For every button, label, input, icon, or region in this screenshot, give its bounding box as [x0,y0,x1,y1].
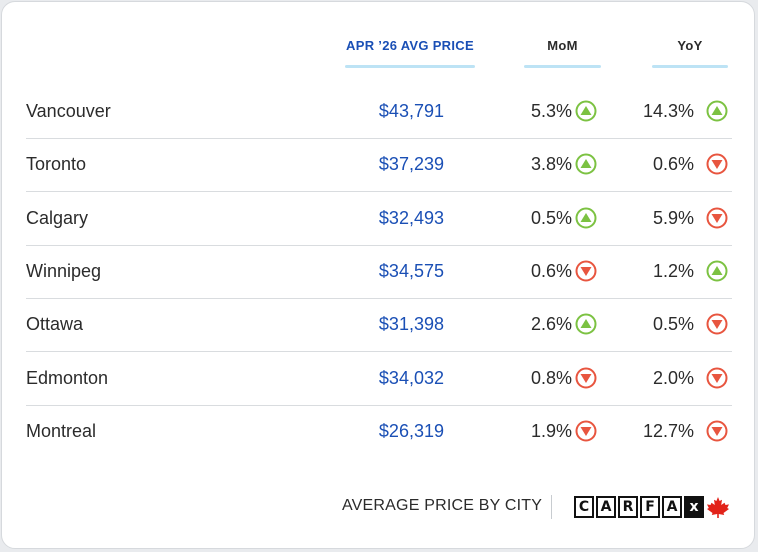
mom-value: 2.6% [530,314,572,335]
mom-trend [575,420,597,442]
trend-up-icon [575,100,597,122]
header-yoy: YoY [652,38,728,68]
trend-up-icon [706,260,728,282]
city-name: Vancouver [26,101,111,121]
yoy-trend [706,207,728,229]
mom-trend [575,153,597,175]
table-row: Winnipeg $34,575 0.6% 1.2% [26,246,732,299]
row-divider [26,351,732,353]
row-divider [26,191,732,193]
yoy-value: 14.3% [642,101,694,121]
city-name: Ottawa [26,314,84,335]
header-underline [652,65,728,68]
mom-trend [575,207,597,229]
trend-down-icon [706,420,728,442]
footer-divider [551,495,552,519]
trend-down-icon [706,367,728,388]
city-name: Winnipeg [26,260,102,281]
yoy-trend [706,100,728,122]
table-row: Vancouver $43,791 5.3% 14.3% [26,86,732,139]
yoy-trend [706,260,728,282]
mom-trend [575,260,597,282]
trend-down-icon [706,313,728,335]
mom-value: 5.3% [530,101,572,121]
maple-leaf-icon [707,497,729,518]
yoy-trend [706,313,728,335]
row-divider [26,244,732,246]
city-name: Montreal [26,420,97,441]
mom-trend [575,100,597,122]
header-mom-label: MoM [547,38,578,53]
row-divider [26,404,732,406]
table-row: Toronto $37,239 3.8% 0.6% [26,139,732,193]
row-divider [26,297,732,299]
mom-value: 1.9% [530,420,572,441]
header-avg-price-label: APR ’26 AVG PRICE [346,38,474,53]
footer-label: AVERAGE PRICE BY CITY [342,497,543,514]
header-avg-price: APR ’26 AVG PRICE [345,38,475,68]
trend-up-icon [575,313,597,335]
avg-price: $34,032 [378,367,444,388]
yoy-value: 2.0% [652,367,694,388]
trend-down-icon [706,153,728,175]
header-mom: MoM [524,38,601,68]
avg-price: $37,239 [378,154,444,175]
mom-trend [575,313,597,335]
trend-down-icon [706,207,728,229]
table-row: Montreal $26,319 1.9% 12.7% [26,406,732,459]
avg-price: $26,319 [378,420,444,441]
trend-up-icon [575,153,597,175]
yoy-trend [706,420,728,442]
mom-value: 0.8% [530,367,572,388]
avg-price: $34,575 [378,260,444,281]
trend-down-icon [575,367,597,388]
trend-down-icon [575,420,597,442]
avg-price: $32,493 [378,207,444,228]
header-yoy-label: YoY [677,38,703,53]
trend-up-icon [575,207,597,229]
mom-value: 0.6% [530,260,572,281]
table-row: Edmonton $34,032 0.8% 2.0% [26,353,732,406]
mom-value: 0.5% [530,207,572,228]
yoy-trend [706,367,728,389]
row-divider [26,138,732,139]
avg-price: $43,791 [378,101,444,121]
yoy-value: 1.2% [652,260,694,281]
table-row: Ottawa $31,398 2.6% 0.5% [26,299,732,353]
yoy-value: 0.5% [652,314,694,335]
city-name: Edmonton [26,367,109,388]
mom-value: 3.8% [530,154,572,175]
logo-letter: x [684,496,704,518]
trend-up-icon [706,100,728,122]
logo-letter: F [640,496,660,518]
logo-letter: C [574,496,594,518]
city-name: Toronto [26,154,87,175]
header-underline [524,65,601,68]
city-name: Calgary [26,207,89,228]
logo-letter: A [596,496,616,518]
avg-price: $31,398 [378,314,444,335]
carfax-logo: C A R F A x [574,495,730,519]
table-row: Calgary $32,493 0.5% 5.9% [26,193,732,246]
yoy-value: 5.9% [652,207,694,228]
header-underline [345,65,475,68]
yoy-value: 0.6% [652,154,694,175]
yoy-trend [706,153,728,175]
trend-down-icon [575,260,597,282]
logo-letter: A [662,496,682,518]
yoy-value: 12.7% [642,420,694,441]
mom-trend [575,367,597,389]
logo-letter: R [618,496,638,518]
